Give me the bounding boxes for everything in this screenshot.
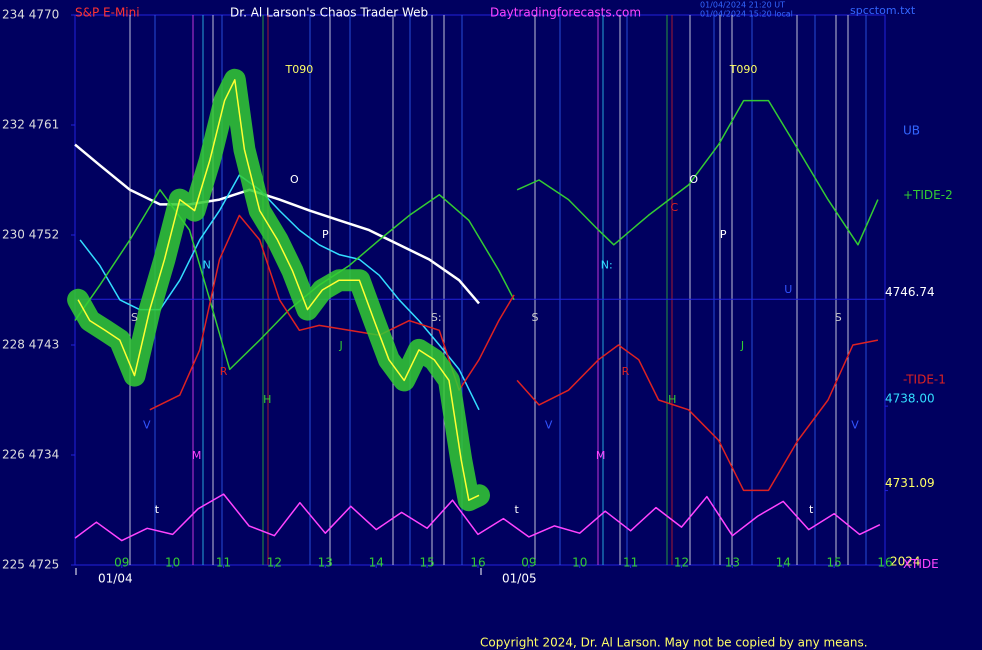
y-tick-label: 232 4761 — [2, 118, 59, 132]
x-tick-label: 12 — [267, 556, 282, 570]
x-tick-label: 15 — [419, 556, 434, 570]
annotation: R — [220, 365, 228, 378]
series-line — [74, 143, 480, 305]
annotation: J — [740, 339, 744, 352]
x-tick-label: 10 — [165, 556, 180, 570]
series-line — [77, 79, 480, 501]
annotation: S — [835, 311, 842, 324]
y-tick-label: 226 4734 — [2, 448, 59, 462]
annotation: J — [338, 339, 342, 352]
x-tick-label: 13 — [318, 556, 333, 570]
legend-label: +TIDE-2 — [903, 188, 953, 202]
x-tick-label: 13 — [725, 556, 740, 570]
x-tick-label: 09 — [114, 556, 129, 570]
level-label: 4738.00 — [885, 392, 935, 406]
x-tick-label: 15 — [826, 556, 841, 570]
x-tick-label: 11 — [216, 556, 231, 570]
year: 2024 — [890, 555, 921, 569]
band-label: UB — [903, 124, 920, 138]
annotation: S: — [431, 311, 442, 324]
y-tick-label: 230 4752 — [2, 228, 59, 242]
series-line — [74, 99, 879, 371]
annotation: H — [263, 393, 271, 406]
annotation: S — [131, 311, 138, 324]
annotation: t — [809, 503, 814, 516]
annotation: O — [290, 173, 299, 186]
website: Daytradingforecasts.com — [490, 6, 641, 20]
annotation: P — [322, 228, 329, 241]
x-tick-label: 11 — [623, 556, 638, 570]
x-tick-label: 12 — [674, 556, 689, 570]
annotation: V — [545, 419, 553, 432]
y-tick-label: 228 4743 — [2, 338, 59, 352]
annotation: C — [671, 201, 679, 214]
x-tick-label: 14 — [776, 556, 791, 570]
annotation: V — [851, 419, 859, 432]
annotation: H — [668, 393, 676, 406]
annotation: S — [531, 311, 538, 324]
x-tick-label: 10 — [572, 556, 587, 570]
series-line — [74, 493, 881, 542]
x-tick-label: 16 — [877, 556, 892, 570]
annotation: t — [514, 503, 519, 516]
x-tick-label: 09 — [521, 556, 536, 570]
annotation: M — [192, 449, 202, 462]
y-tick-label: 234 4770 — [2, 8, 59, 22]
annotation: N: — [601, 259, 613, 272]
timestamp: 01/04/2024 21:20 UT — [700, 1, 785, 10]
legend-label: -TIDE-1 — [903, 373, 946, 387]
date-label: 01/05 — [502, 572, 537, 586]
chart-title: Dr. Al Larson's Chaos Trader Web — [230, 6, 428, 20]
annotation: N — [203, 259, 211, 272]
annotation: t — [155, 503, 160, 516]
annotation: R — [622, 365, 630, 378]
legend-label: XTIDE — [903, 557, 939, 571]
file-name: spcctom.txt — [850, 4, 916, 17]
y-tick-label: 225 4725 — [2, 558, 59, 572]
copyright: Copyright 2024, Dr. Al Larson. May not b… — [480, 636, 868, 650]
x-tick-label: 14 — [369, 556, 384, 570]
annotation: O — [689, 173, 698, 186]
annotation: U — [784, 283, 792, 296]
annotation: T090 — [729, 63, 758, 76]
annotation: P — [720, 228, 727, 241]
timestamp: 01/04/2024 15:20 local — [700, 10, 793, 19]
x-tick-label: 16 — [470, 556, 485, 570]
annotation: T090 — [285, 63, 314, 76]
date-label: 01/04 — [98, 572, 133, 586]
level-label: 4731.09 — [885, 476, 935, 490]
annotation: M — [596, 449, 606, 462]
symbol: S&P E-Mini — [75, 6, 140, 20]
annotation: V — [143, 419, 151, 432]
series-line — [149, 214, 879, 492]
event-lines — [129, 15, 867, 565]
level-label: 4746.74 — [885, 285, 935, 299]
